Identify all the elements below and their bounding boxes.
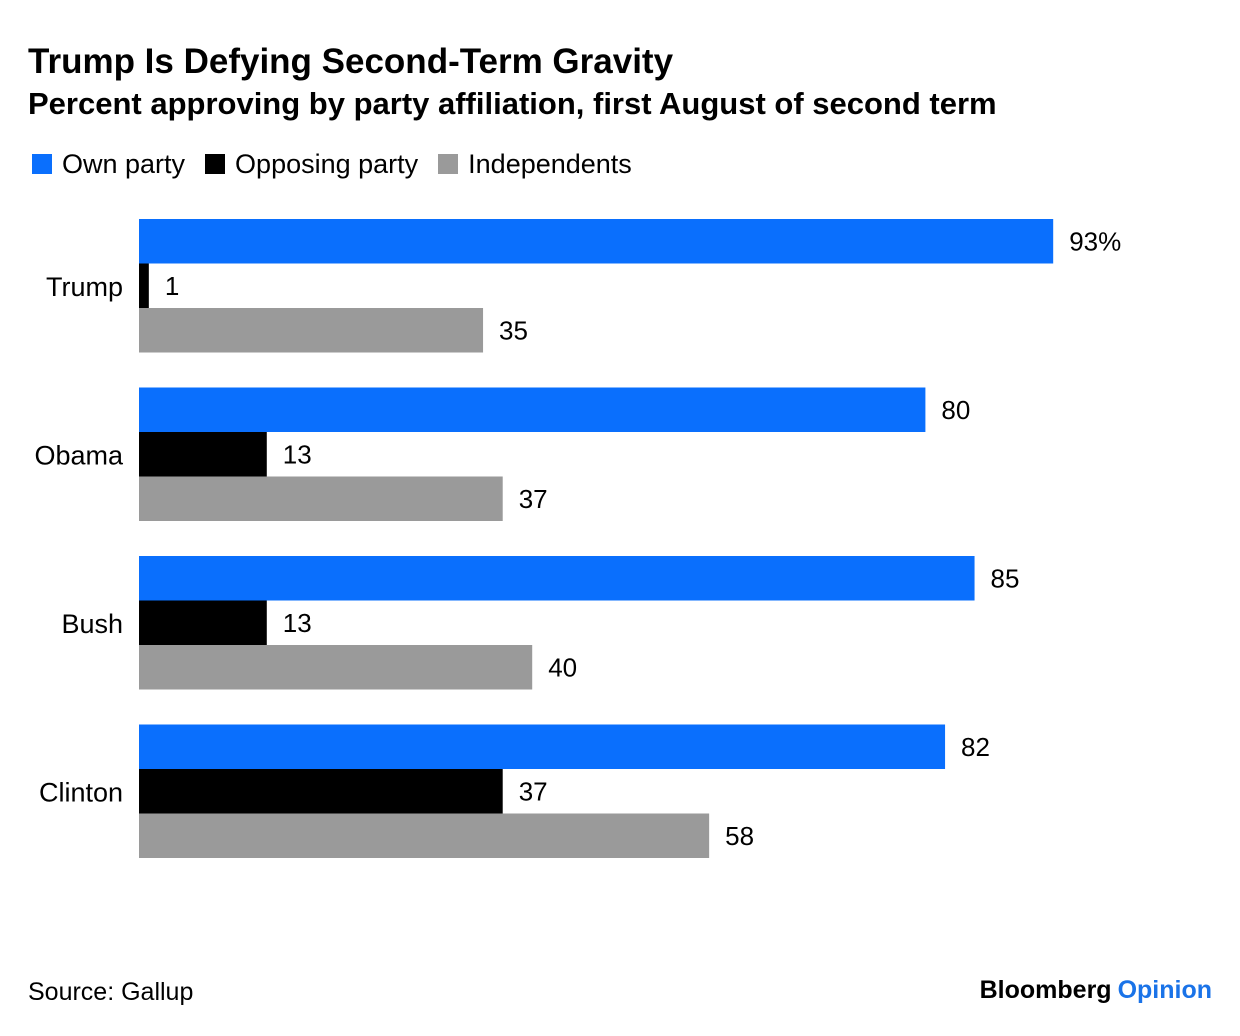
bar-obama-own-party [139, 387, 926, 432]
legend-label-independents: Independents [468, 148, 632, 179]
category-label-trump: Trump [46, 272, 123, 302]
data-label-trump-independents: 35 [499, 315, 528, 345]
legend-label-opposing-party: Opposing party [235, 148, 419, 179]
bar-trump-independents [139, 308, 484, 353]
category-label-obama: Obama [34, 440, 124, 470]
bar-clinton-independents [139, 813, 710, 858]
chart-subtitle: Percent approving by party affiliation, … [28, 86, 997, 121]
bar-bush-own-party [139, 556, 975, 601]
data-label-clinton-independents: 58 [725, 821, 754, 851]
data-label-bush-own-party: 85 [991, 563, 1020, 593]
category-label-clinton: Clinton [39, 777, 123, 807]
legend-item-opposing-party: Opposing party [205, 149, 418, 180]
data-label-trump-opposing-party: 1 [165, 271, 179, 301]
legend-item-own-party: Own party [32, 149, 185, 180]
data-label-obama-own-party: 80 [941, 395, 970, 425]
bar-obama-independents [139, 476, 503, 521]
data-label-bush-independents: 40 [548, 652, 577, 682]
bar-chart: Trump 93% 1 35 Obama 80 13 37 Bush 85 13 40 Clinton 8… [34, 219, 1121, 858]
data-label-clinton-own-party: 82 [961, 732, 990, 762]
legend-label-own-party: Own party [62, 148, 186, 179]
legend: Own party Opposing party Independents [32, 146, 652, 182]
bar-trump-own-party [139, 219, 1054, 264]
bar-trump-opposing-party [139, 263, 149, 308]
brand-main: Bloomberg [979, 976, 1112, 1004]
data-label-clinton-opposing-party: 37 [519, 776, 548, 806]
data-label-obama-independents: 37 [519, 484, 548, 514]
legend-item-independents: Independents [438, 149, 632, 180]
legend-swatch-independents [438, 154, 459, 174]
bar-bush-independents [139, 645, 533, 690]
data-label-obama-opposing-party: 13 [283, 439, 312, 469]
bar-obama-opposing-party [139, 432, 267, 477]
brand-accent: Opinion [1117, 976, 1212, 1004]
source-note: Source: Gallup [28, 978, 194, 1006]
legend-swatch-own-party [32, 154, 52, 174]
data-label-bush-opposing-party: 13 [283, 608, 312, 638]
bar-clinton-own-party [139, 724, 946, 769]
legend-swatch-opposing-party [205, 154, 226, 174]
bar-clinton-opposing-party [139, 769, 503, 814]
brand-logo: Bloomberg Opinion [980, 976, 1212, 1005]
data-label-trump-own-party: 93% [1069, 226, 1121, 256]
category-label-bush: Bush [61, 609, 123, 639]
chart-title: Trump Is Defying Second-Term Gravity [28, 42, 674, 81]
bar-bush-opposing-party [139, 600, 267, 645]
